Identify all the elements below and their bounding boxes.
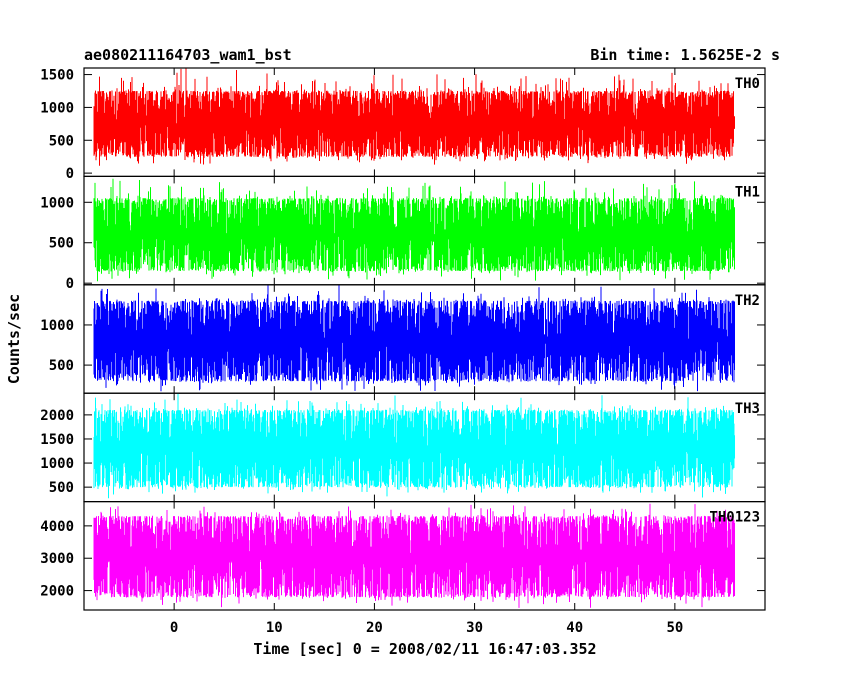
y-tick-label: 500 (49, 133, 74, 149)
y-tick-label: 2000 (40, 408, 74, 424)
panel-th1: 0 500 1000 TH1 (40, 175, 766, 292)
chart-title: ae080211164703_wam1_bst (84, 46, 292, 64)
series-name-label: TH3 (735, 401, 760, 417)
x-tick-label: 30 (466, 620, 483, 636)
panels: 0 500 1000 1500 TH0 0 500 1000 TH1 500 1000 TH2 500 1… (40, 67, 766, 611)
y-tick-label: 3000 (40, 551, 74, 567)
y-tick-label: 1000 (40, 100, 74, 116)
panel-th2: 500 1000 TH2 (40, 284, 766, 394)
panel-th0123: 2000 3000 4000 TH0123 (40, 501, 766, 611)
panel-th3: 500 1000 1500 2000 TH3 (40, 392, 766, 503)
x-tick-label: 40 (566, 620, 583, 636)
y-tick-label: 4000 (40, 519, 74, 535)
y-tick-label: 500 (49, 480, 74, 496)
y-tick-label: 2000 (40, 584, 74, 600)
series-name-label: TH1 (735, 184, 760, 200)
y-axis-label: Counts/sec (5, 294, 23, 384)
series-name-label: TH0123 (709, 510, 760, 526)
y-tick-label: 1000 (40, 318, 74, 334)
x-tick-label: 10 (266, 620, 283, 636)
panel-frame (83, 501, 766, 611)
x-axis: 0 10 20 30 40 50 (170, 620, 683, 636)
x-axis-label: Time [sec] 0 = 2008/02/11 16:47:03.352 (253, 640, 596, 658)
x-tick-label: 20 (366, 620, 383, 636)
series-line-th3 (93, 393, 735, 499)
y-tick-label: 1500 (40, 68, 74, 84)
panel-th0: 0 500 1000 1500 TH0 (40, 67, 766, 182)
series-name-label: TH0 (735, 76, 760, 92)
y-tick-label: 0 (66, 166, 74, 182)
series-line-th0 (93, 68, 735, 166)
y-tick-label: 1500 (40, 432, 74, 448)
series-line-th2 (93, 285, 735, 392)
series-line-th1 (93, 178, 735, 282)
y-tick-label: 1000 (40, 195, 74, 211)
chart-subtitle: Bin time: 1.5625E-2 s (590, 46, 780, 64)
series-line-th0123 (93, 503, 735, 608)
y-tick-label: 0 (66, 276, 74, 292)
x-tick-label: 0 (170, 620, 178, 636)
y-tick-label: 500 (49, 236, 74, 252)
y-tick-label: 500 (49, 358, 74, 374)
series-name-label: TH2 (735, 293, 760, 309)
y-tick-label: 1000 (40, 456, 74, 472)
x-tick-label: 50 (666, 620, 683, 636)
